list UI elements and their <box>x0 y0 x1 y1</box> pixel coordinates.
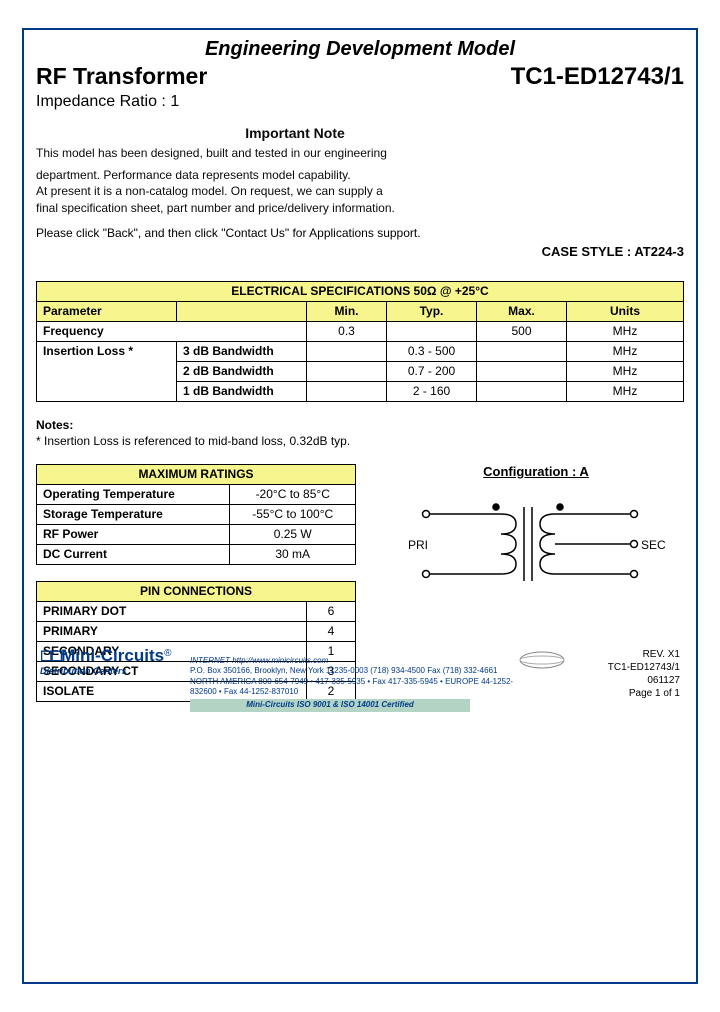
pri-label: PRI <box>408 538 428 552</box>
table-row: Operating Temperature-20°C to 85°C <box>37 484 356 504</box>
row-sub: 3 dB Bandwidth <box>177 341 307 361</box>
row-units: MHz <box>567 341 684 361</box>
pin-conn-title: PIN CONNECTIONS <box>37 581 356 601</box>
note-line-4: final specification sheet, part number a… <box>36 200 684 216</box>
mr-label: Storage Temperature <box>37 504 230 524</box>
row-typ: 0.7 - 200 <box>387 361 477 381</box>
case-style-label: CASE STYLE : <box>542 244 632 259</box>
addr-line1: P.O. Box 350166, Brooklyn, New York 1123… <box>190 666 514 676</box>
row-min: 0.3 <box>307 321 387 341</box>
notes-heading: Notes: <box>36 418 684 432</box>
case-style-value: AT224-3 <box>634 244 684 259</box>
max-ratings-table: MAXIMUM RATINGS Operating Temperature-20… <box>36 464 356 565</box>
col-units: Units <box>567 301 684 321</box>
title-row: RF Transformer TC1-ED12743/1 <box>36 63 684 91</box>
mr-label: Operating Temperature <box>37 484 230 504</box>
row-units: MHz <box>567 381 684 401</box>
pc-value: 4 <box>306 621 355 641</box>
contact-line: Please click "Back", and then click "Con… <box>36 226 684 240</box>
table-row: Storage Temperature-55°C to 100°C <box>37 504 356 524</box>
part-number: TC1-ED12743/1 <box>511 63 684 91</box>
impedance-ratio: Impedance Ratio : 1 <box>36 93 684 111</box>
address-box: INTERNET http://www.minicircuits.com P.O… <box>190 646 514 712</box>
pc-value: 6 <box>306 601 355 621</box>
col-typ: Typ. <box>387 301 477 321</box>
dist-label: Distribution Centers <box>40 666 127 676</box>
max-ratings-title: MAXIMUM RATINGS <box>37 464 356 484</box>
col-sub <box>177 301 307 321</box>
row-min <box>307 341 387 361</box>
configuration-title: Configuration : A <box>388 464 684 479</box>
notes-body: * Insertion Loss is referenced to mid-ba… <box>36 434 684 448</box>
important-note-heading: Important Note <box>0 125 684 141</box>
elec-spec-title: ELECTRICAL SPECIFICATIONS 50Ω @ +25°C <box>37 281 684 301</box>
row-typ: 0.3 - 500 <box>387 341 477 361</box>
note-line-2: department. Performance data represents … <box>36 167 684 183</box>
row-max <box>477 361 567 381</box>
mr-value: 30 mA <box>230 544 356 564</box>
table-row: Insertion Loss * 3 dB Bandwidth 0.3 - 50… <box>37 341 684 361</box>
mr-value: -55°C to 100°C <box>230 504 356 524</box>
row-param: Frequency <box>37 321 307 341</box>
brand-name: Mini-Circuits <box>61 646 164 666</box>
rev: REV. X1 <box>570 648 680 661</box>
pc-label: PRIMARY DOT <box>37 601 307 621</box>
brand-logo: ☐☐Mini-Circuits® Distribution Centers <box>40 646 190 676</box>
impedance-ratio-value: 1 <box>170 93 179 110</box>
rev-page: Page 1 of 1 <box>570 687 680 700</box>
row-max: 500 <box>477 321 567 341</box>
table-row: PRIMARY4 <box>37 621 356 641</box>
transformer-schematic-icon: PRI SEC <box>406 489 666 599</box>
product-type: RF Transformer <box>36 63 207 90</box>
dist-line: NORTH AMERICA 800-654-7949 • 417-335-593… <box>190 677 514 698</box>
row-sub: 1 dB Bandwidth <box>177 381 307 401</box>
important-note-body: This model has been designed, built and … <box>36 145 684 216</box>
configuration-box: Configuration : A <box>388 464 684 599</box>
note-line-3: At present it is a non-catalog model. On… <box>36 183 684 199</box>
mr-label: RF Power <box>37 524 230 544</box>
row-min <box>307 361 387 381</box>
note-line-1: This model has been designed, built and … <box>36 145 684 161</box>
row-min <box>307 381 387 401</box>
dev-model-heading: Engineering Development Model <box>36 38 684 61</box>
table-row: Frequency 0.3 500 MHz <box>37 321 684 341</box>
row-max <box>477 341 567 361</box>
swoosh-icon <box>514 646 570 675</box>
footer: ☐☐Mini-Circuits® Distribution Centers IN… <box>36 646 684 712</box>
col-param: Parameter <box>37 301 177 321</box>
sec-label: SEC <box>641 538 666 552</box>
table-row: RF Power0.25 W <box>37 524 356 544</box>
impedance-ratio-label: Impedance Ratio : <box>36 93 166 110</box>
mr-value: -20°C to 85°C <box>230 484 356 504</box>
row-units: MHz <box>567 361 684 381</box>
row-sub: 2 dB Bandwidth <box>177 361 307 381</box>
mr-value: 0.25 W <box>230 524 356 544</box>
mr-label: DC Current <box>37 544 230 564</box>
row-typ <box>387 321 477 341</box>
pc-label: PRIMARY <box>37 621 307 641</box>
table-row: PRIMARY DOT6 <box>37 601 356 621</box>
case-style: CASE STYLE : AT224-3 <box>36 244 684 259</box>
rev-date: 061127 <box>570 674 680 687</box>
row-max <box>477 381 567 401</box>
revision-box: REV. X1 TC1-ED12743/1 061127 Page 1 of 1 <box>570 646 680 700</box>
rev-pn: TC1-ED12743/1 <box>570 661 680 674</box>
content-area: Engineering Development Model RF Transfo… <box>36 38 684 732</box>
row-param: Insertion Loss * <box>37 341 177 401</box>
internet-url: http://www.minicircuits.com <box>232 656 328 665</box>
electrical-spec-table: ELECTRICAL SPECIFICATIONS 50Ω @ +25°C Pa… <box>36 281 684 402</box>
col-min: Min. <box>307 301 387 321</box>
row-units: MHz <box>567 321 684 341</box>
internet-label: INTERNET <box>190 656 230 665</box>
row-typ: 2 - 160 <box>387 381 477 401</box>
cert-line: Mini-Circuits ISO 9001 & ISO 14001 Certi… <box>190 699 470 711</box>
table-row: DC Current30 mA <box>37 544 356 564</box>
col-max: Max. <box>477 301 567 321</box>
